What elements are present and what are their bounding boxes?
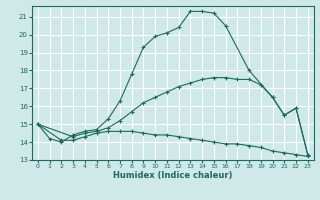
X-axis label: Humidex (Indice chaleur): Humidex (Indice chaleur) <box>113 171 233 180</box>
